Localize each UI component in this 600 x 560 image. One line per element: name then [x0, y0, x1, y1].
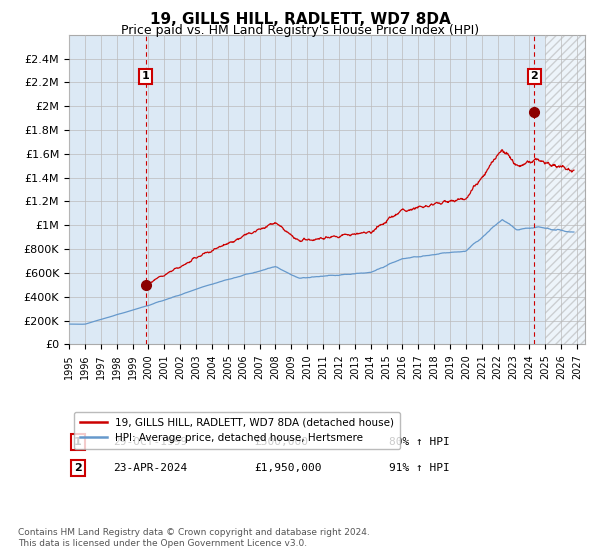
- Text: 2: 2: [530, 72, 538, 81]
- Text: 1: 1: [142, 72, 149, 81]
- Text: £1,950,000: £1,950,000: [255, 463, 322, 473]
- Text: 23-APR-2024: 23-APR-2024: [113, 463, 187, 473]
- Text: 91% ↑ HPI: 91% ↑ HPI: [389, 463, 449, 473]
- Text: 19, GILLS HILL, RADLETT, WD7 8DA: 19, GILLS HILL, RADLETT, WD7 8DA: [149, 12, 451, 27]
- Text: 2: 2: [74, 463, 82, 473]
- Bar: [545, 35, 585, 344]
- Text: 80% ↑ HPI: 80% ↑ HPI: [389, 437, 449, 447]
- Text: £500,000: £500,000: [255, 437, 309, 447]
- Text: Price paid vs. HM Land Registry's House Price Index (HPI): Price paid vs. HM Land Registry's House …: [121, 24, 479, 37]
- Legend: 19, GILLS HILL, RADLETT, WD7 8DA (detached house), HPI: Average price, detached : 19, GILLS HILL, RADLETT, WD7 8DA (detach…: [74, 412, 400, 449]
- Text: 29-OCT-1999: 29-OCT-1999: [113, 437, 187, 447]
- Bar: [545, 35, 585, 344]
- Text: Contains HM Land Registry data © Crown copyright and database right 2024.
This d: Contains HM Land Registry data © Crown c…: [18, 528, 370, 548]
- Text: 1: 1: [74, 437, 82, 447]
